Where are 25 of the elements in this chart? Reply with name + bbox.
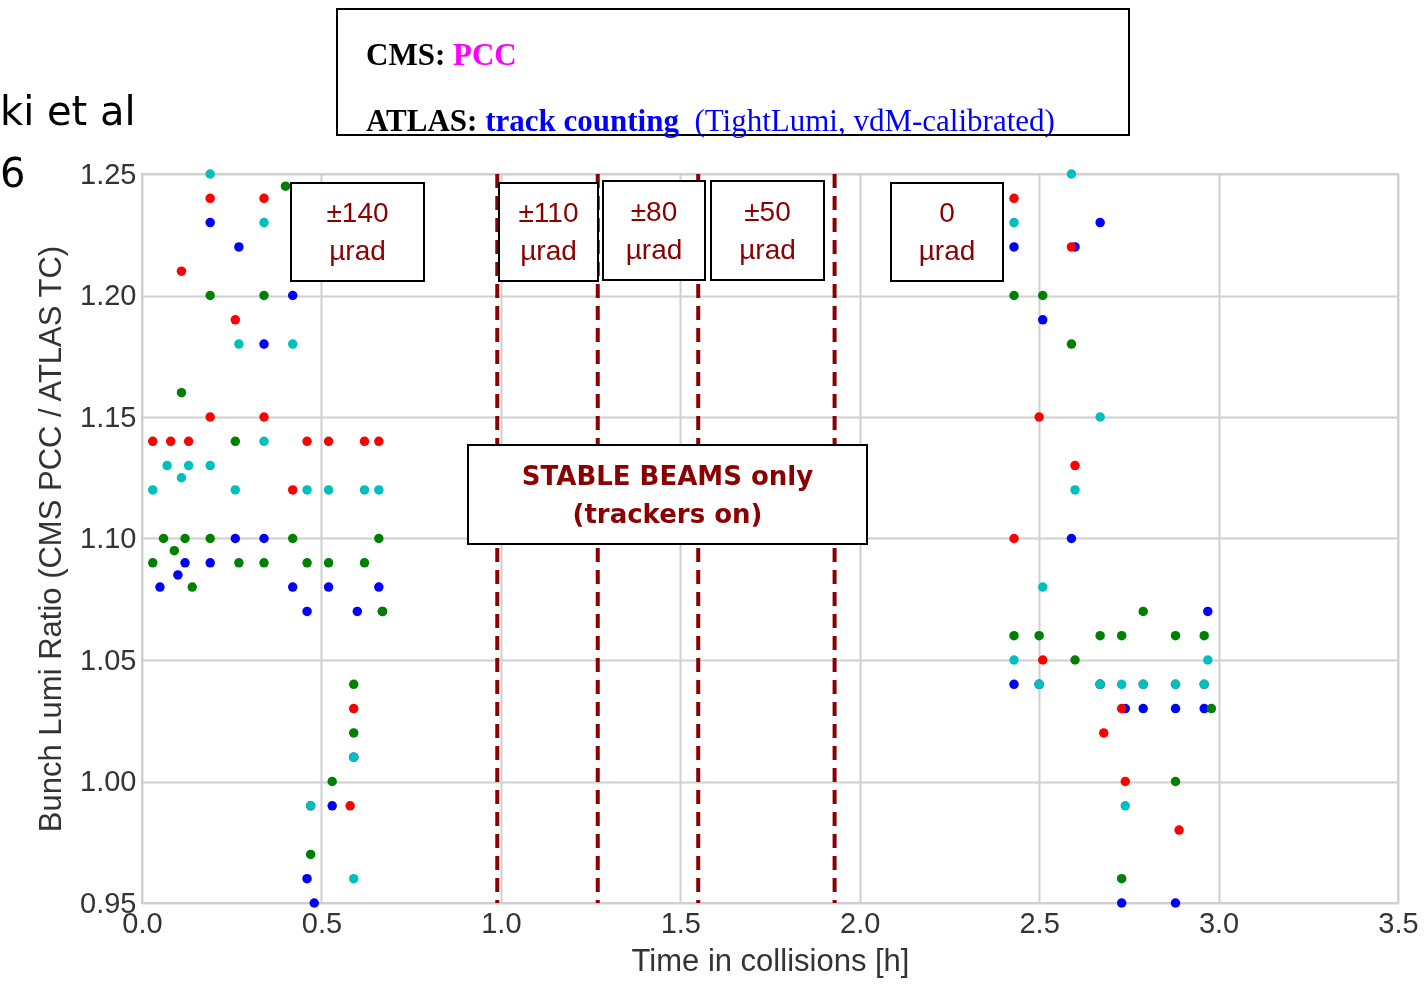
text-box: ±140 µrad: [290, 182, 425, 282]
text: CMS: PCC: [366, 37, 517, 72]
text: ki et al: [0, 88, 136, 134]
y-tick-label: 1.10: [80, 522, 137, 554]
text-box: ±50 µrad: [710, 180, 825, 281]
y-tick-label: 1.25: [80, 157, 137, 190]
x-tick-label: 3.5: [1378, 906, 1419, 939]
y-axis-title: Bunch Lumi Ratio (CMS PCC / ATLAS TC): [33, 245, 69, 833]
y-tick-label: 1.00: [80, 765, 137, 797]
text: ATLAS: track counting (TightLumi, vdM-calibrated): [366, 103, 1055, 138]
y-tick-label: 1.05: [80, 643, 137, 676]
x-tick-label: 1.0: [481, 906, 522, 939]
x-tick-label: 0.5: [301, 906, 343, 939]
text-box: ±80 µrad: [602, 180, 706, 281]
text: 6: [0, 150, 26, 196]
text-box: STABLE BEAMS only (trackers on): [467, 444, 868, 545]
text-box: ±110 µrad: [498, 182, 599, 282]
x-tick-label: 2.0: [840, 906, 881, 939]
x-tick-label: 1.5: [660, 906, 701, 939]
x-tick-label: 3.0: [1198, 906, 1240, 939]
x-tick-label: 2.5: [1019, 906, 1060, 939]
y-tick-label: 1.20: [80, 279, 137, 311]
y-tick-label: 1.15: [80, 400, 137, 433]
text-box: 0 µrad: [890, 182, 1004, 282]
x-axis-title: Time in collisions [h]: [631, 942, 910, 978]
